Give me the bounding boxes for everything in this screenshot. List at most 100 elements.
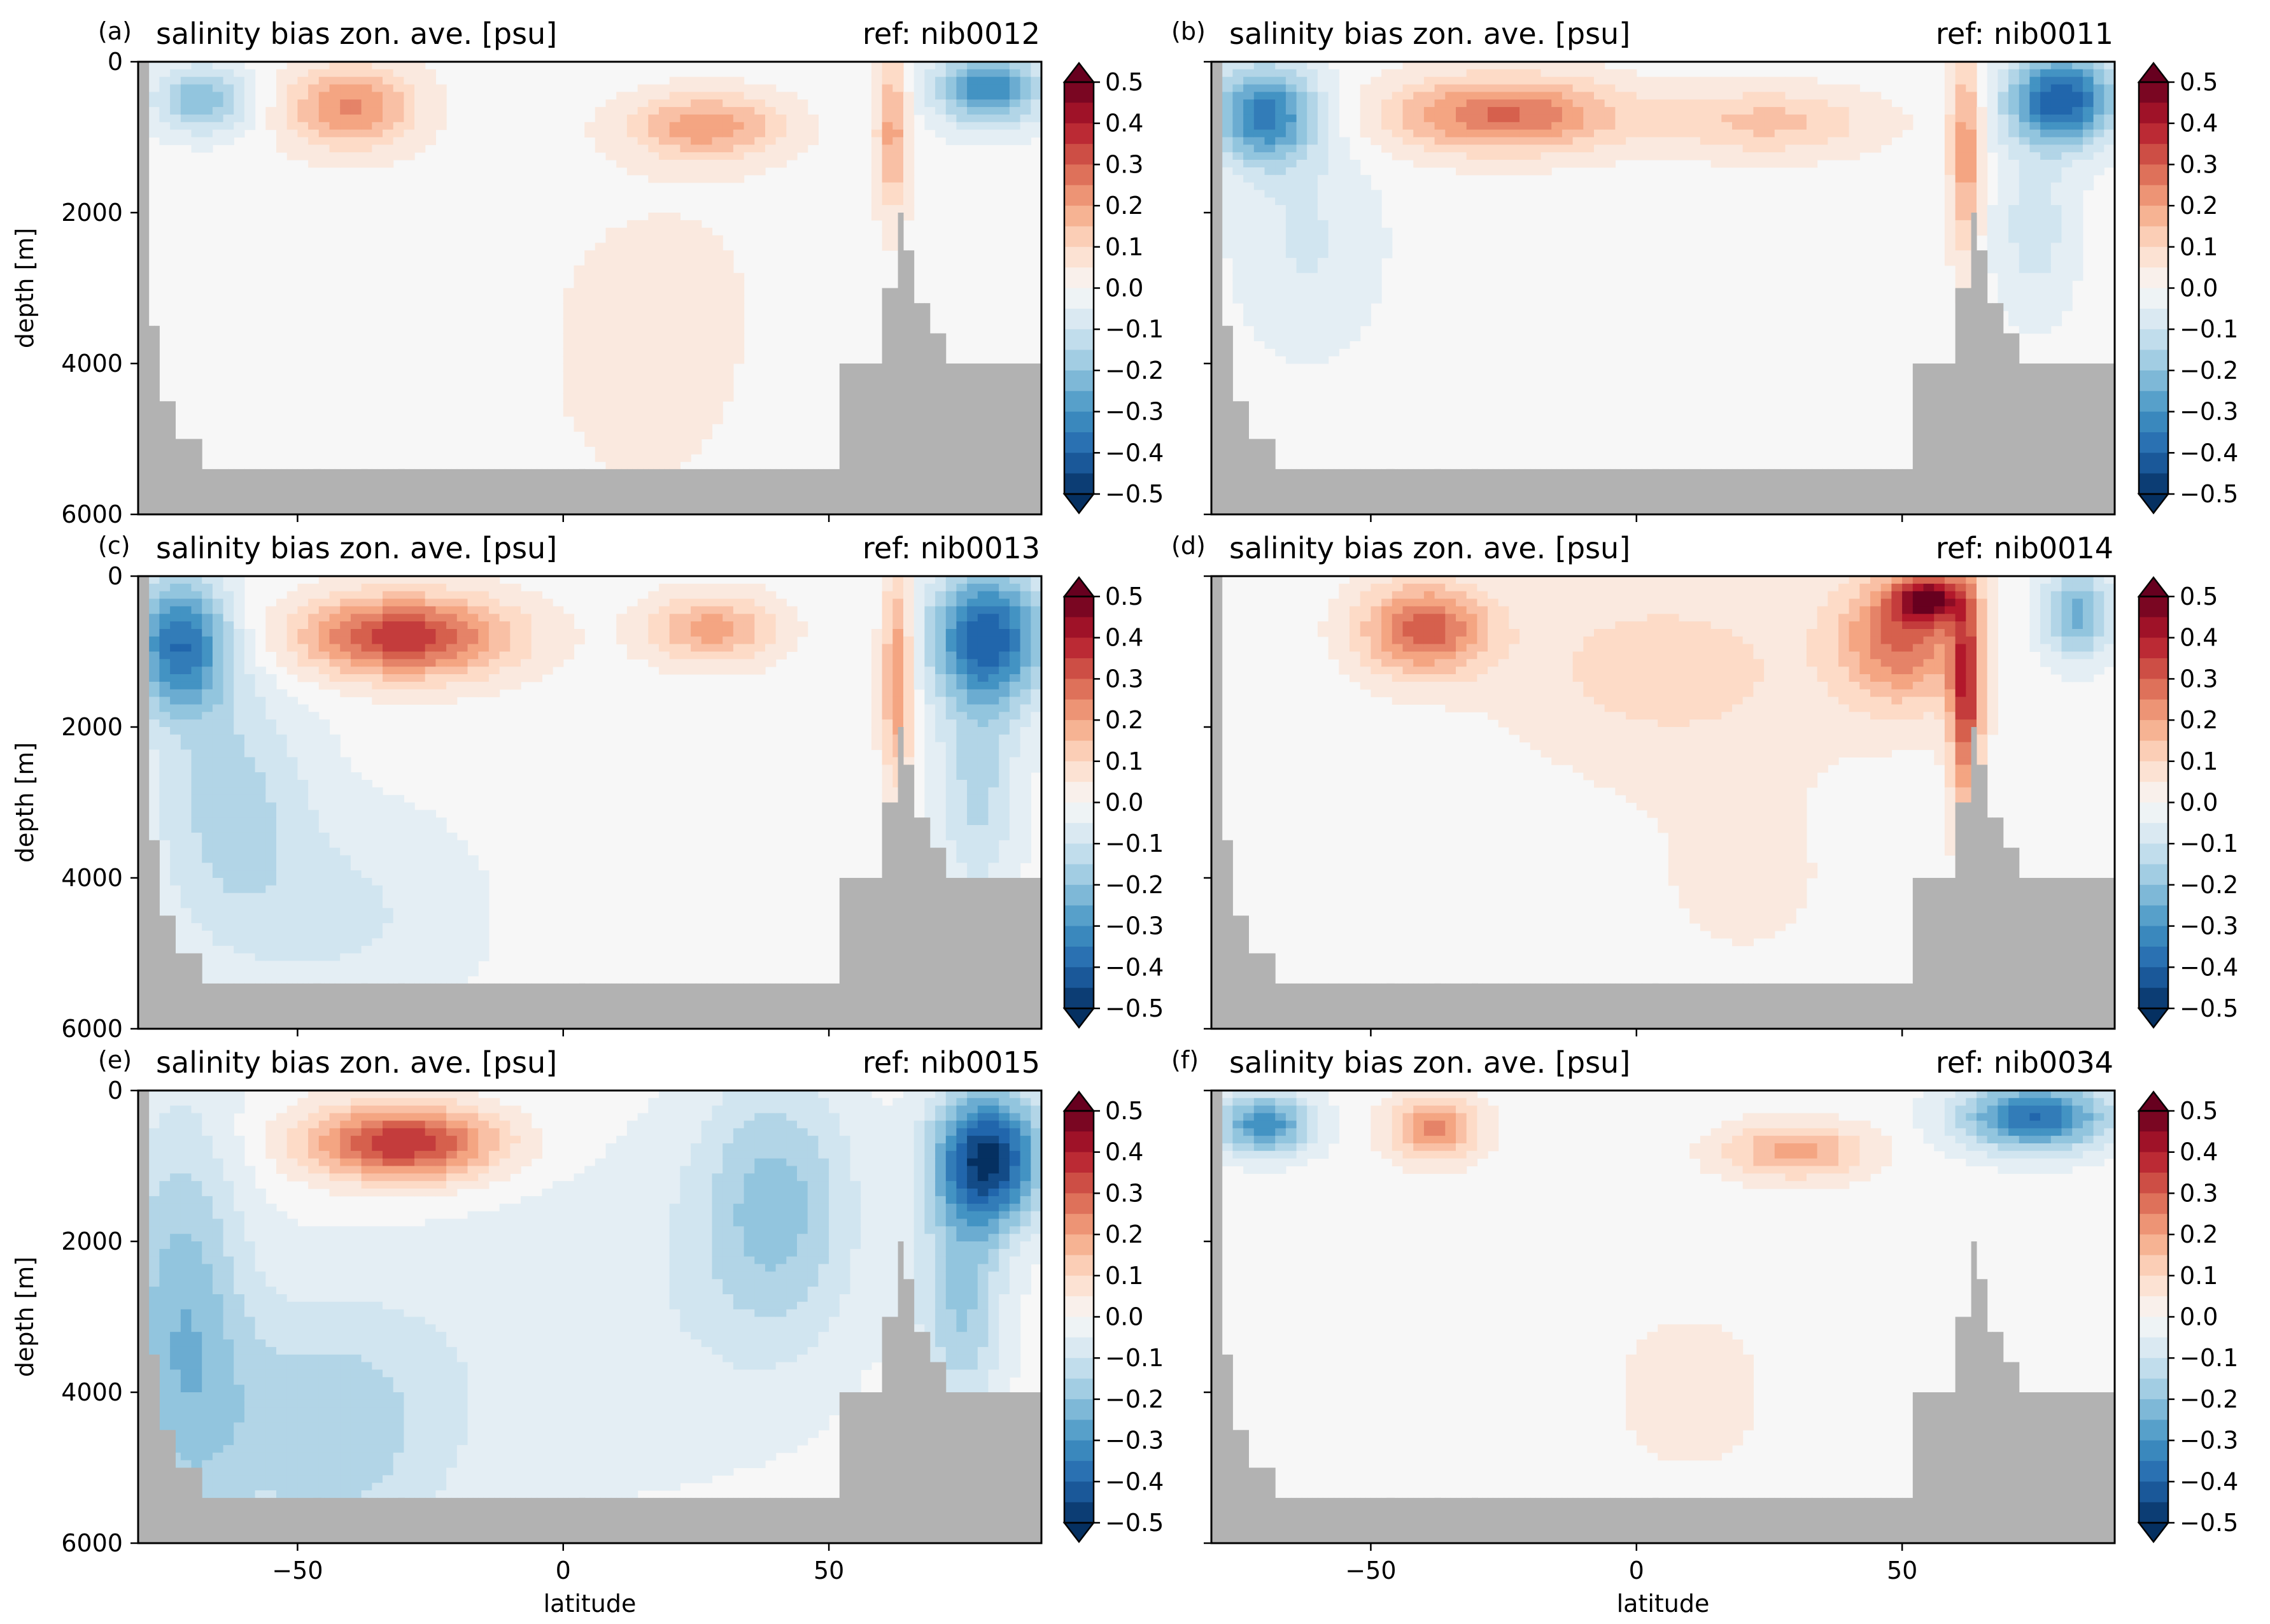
heatmap-cell [435, 659, 447, 667]
heatmap-cell [1647, 129, 1658, 138]
heatmap-cell [159, 885, 171, 894]
heatmap-cell [1328, 182, 1339, 190]
heatmap-cell [1530, 137, 1542, 145]
heatmap-cell [446, 659, 458, 667]
heatmap-cell [1360, 129, 1371, 138]
heatmap-cell [308, 923, 320, 931]
heatmap-cell [435, 122, 447, 131]
heatmap-cell [626, 167, 638, 176]
heatmap-cell [372, 840, 383, 849]
heatmap-cell [956, 84, 968, 92]
heatmap-cell [510, 636, 521, 645]
heatmap-cell [1264, 295, 1276, 304]
heatmap-cell [967, 129, 978, 138]
heatmap-cell [244, 122, 256, 131]
heatmap-cell [446, 606, 458, 614]
colorbar: 0.50.40.30.20.10.0−0.1−0.2−0.3−0.4−0.5 [1062, 61, 1164, 515]
heatmap-cell [2040, 190, 2052, 198]
heatmap-cell [170, 62, 181, 70]
heatmap-cell [712, 356, 723, 364]
colorbar-tick-label: 0.2 [2180, 192, 2218, 220]
heatmap-cell [265, 953, 277, 961]
heatmap-cell [1679, 122, 1690, 131]
heatmap-cell [2093, 99, 2104, 108]
heatmap-cell [1828, 99, 1839, 108]
heatmap-cell [2040, 213, 2052, 221]
heatmap-cell [276, 107, 288, 115]
heatmap-cell [1509, 99, 1520, 108]
heatmap-cell [255, 780, 266, 788]
colorbar-tick-label: −0.4 [2180, 439, 2238, 467]
heatmap-cell [404, 976, 415, 984]
heatmap-cell [1998, 107, 2009, 115]
heatmap-cell [626, 454, 638, 462]
heatmap-cell [1285, 69, 1297, 78]
heatmap-cell [425, 129, 436, 138]
heatmap-cell [1296, 167, 1308, 176]
heatmap-cell [2008, 311, 2020, 319]
heatmap-cell [637, 409, 649, 417]
heatmap-cell [372, 953, 383, 961]
heatmap-cell [159, 681, 171, 690]
heatmap-cell [903, 114, 915, 123]
heatmap-cell [1253, 152, 1265, 160]
colorbar-segment [1064, 453, 1094, 474]
heatmap-cell [2019, 137, 2031, 145]
heatmap-cell [1222, 190, 1233, 198]
heatmap-cell [435, 930, 447, 939]
heatmap-cell [255, 667, 266, 675]
heatmap-cell [723, 272, 734, 281]
heatmap-cell [1339, 227, 1350, 236]
heatmap-cell [202, 840, 213, 849]
heatmap-cell [1604, 69, 1616, 78]
heatmap-cell [2072, 99, 2083, 108]
heatmap-cell [1753, 84, 1765, 92]
heatmap-cell [1710, 137, 1722, 145]
heatmap-cell [223, 689, 234, 698]
heatmap-cell [372, 847, 383, 856]
heatmap-cell [318, 644, 330, 652]
heatmap-cell [924, 99, 936, 108]
heatmap-cell [308, 825, 320, 833]
heatmap-cell [425, 92, 436, 100]
heatmap-cell [276, 614, 288, 622]
heatmap-cell [2019, 235, 2031, 243]
heatmap-cell [329, 961, 341, 969]
heatmap-cell [148, 825, 160, 833]
heatmap-cell [350, 893, 362, 901]
land-column [1360, 469, 1366, 514]
heatmap-cell [1572, 107, 1584, 115]
heatmap-cell [2019, 69, 2031, 78]
heatmap-cell [1551, 114, 1563, 123]
heatmap-cell [456, 930, 469, 939]
heatmap-cell [1445, 145, 1456, 153]
land-column [1567, 469, 1574, 514]
heatmap-cell [329, 644, 341, 652]
heatmap-cell [191, 787, 202, 796]
heatmap-cell [648, 446, 659, 455]
heatmap-cell [425, 938, 436, 947]
heatmap-cell [1977, 152, 1988, 160]
heatmap-cell [297, 794, 309, 803]
heatmap-cell [1392, 92, 1404, 100]
heatmap-cell [1955, 190, 1966, 198]
heatmap-cell [1977, 197, 1988, 206]
heatmap-cell [1998, 205, 2009, 213]
land-column [584, 469, 591, 514]
heatmap-cell [595, 114, 607, 123]
heatmap-cell [404, 893, 415, 901]
land-column [1854, 469, 1860, 514]
heatmap-cell [361, 576, 372, 584]
heatmap-cell [1243, 84, 1255, 92]
heatmap-cell [669, 243, 680, 251]
heatmap-cell [478, 953, 490, 961]
heatmap-cell [265, 772, 277, 780]
heatmap-cell [1604, 76, 1616, 85]
heatmap-cell [180, 900, 192, 908]
heatmap-cell [361, 885, 372, 894]
heatmap-cell [435, 863, 447, 871]
heatmap-cell [340, 863, 351, 871]
heatmap-cell [1392, 107, 1404, 115]
heatmap-cell [297, 900, 309, 908]
heatmap-cell [1350, 311, 1361, 319]
